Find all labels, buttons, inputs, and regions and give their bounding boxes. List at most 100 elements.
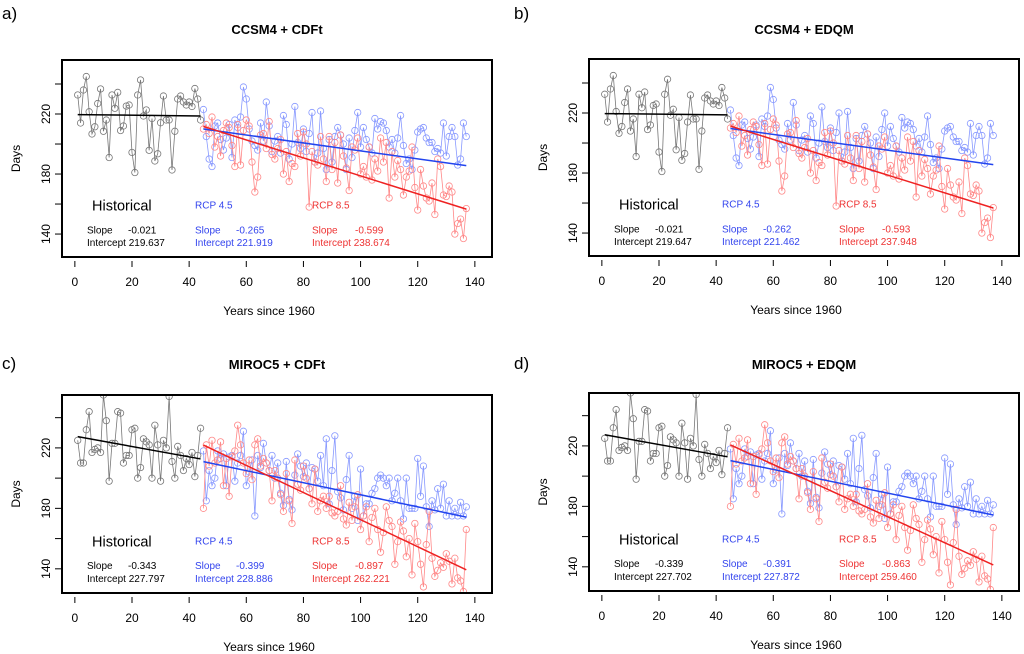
slope-value-rcp85: -0.599 [355,225,384,236]
plot-box [61,59,493,258]
data-point-rcp-8-5 [955,178,963,186]
data-point-historical [119,122,128,130]
data-point-rcp-8-5 [254,435,262,443]
data-point-rcp-8-5 [225,492,233,500]
data-point-historical [196,424,205,432]
data-point-historical [666,111,675,119]
data-point-rcp-4-5 [883,142,892,150]
y-tick-label: 140 [39,224,53,244]
data-point-historical [111,104,119,112]
data-point-rcp-4-5 [943,490,952,498]
data-point-historical [672,439,680,447]
data-point-rcp-8-5 [901,166,909,174]
data-point-rcp-8-5 [262,144,270,153]
data-point-rcp-8-5 [806,505,815,513]
data-point-rcp-8-5 [912,514,920,523]
data-point-rcp-8-5 [795,495,803,503]
panel-letter: d) [514,354,530,373]
data-point-rcp-4-5 [208,162,216,171]
data-point-rcp-8-5 [251,188,259,196]
data-point-rcp-8-5 [872,496,880,504]
data-point-rcp-4-5 [763,449,772,458]
data-point-rcp-8-5 [781,172,789,180]
data-point-rcp-4-5 [806,112,815,120]
data-point-rcp-4-5 [396,111,405,120]
data-point-rcp-8-5 [895,511,903,520]
data-point-rcp-4-5 [989,501,997,509]
panel-b: b) CCSM4 + EDQM 140 180 220 0 20 40 60 80 100 120… [512,0,1024,327]
data-point-historical [698,127,706,135]
data-point-rcp-4-5 [809,455,817,464]
data-point-rcp-8-5 [365,538,373,546]
data-point-rcp-8-5 [938,517,946,526]
data-point-rcp-4-5 [296,144,305,153]
data-point-rcp-8-5 [396,165,405,174]
data-point-rcp-8-5 [245,122,253,130]
data-point-rcp-8-5 [431,210,439,219]
data-point-rcp-8-5 [821,478,829,486]
data-point-historical [703,91,712,99]
x-tick-label: 100 [878,274,898,288]
x-tick-label: 0 [72,611,79,625]
slope-value-rcp45: -0.265 [236,225,265,236]
data-point-rcp-8-5 [428,554,436,562]
data-point-rcp-8-5 [305,203,313,211]
data-point-rcp-4-5 [314,149,322,157]
data-point-rcp-8-5 [969,191,977,200]
data-point-historical [669,105,677,113]
data-point-rcp-8-5 [319,155,328,163]
label-historical: Historical [92,534,152,550]
label-historical: Historical [619,532,679,548]
slope-label-historical: Slope [87,225,113,236]
data-point-rcp-8-5 [445,557,453,565]
x-tick-label: 80 [824,609,838,623]
data-point-rcp-8-5 [448,188,456,196]
data-point-rcp-8-5 [898,154,906,162]
data-point-rcp-8-5 [276,491,285,499]
data-point-rcp-8-5 [442,550,450,558]
x-tick-label: 140 [992,274,1012,288]
data-point-rcp-8-5 [969,548,977,556]
data-point-rcp-8-5 [958,209,966,218]
data-point-rcp-4-5 [456,498,465,506]
data-point-rcp-8-5 [208,436,216,444]
slope-label-rcp85: Slope [312,225,338,236]
data-point-historical [151,157,159,165]
data-point-historical [649,449,657,458]
data-point-historical [174,442,182,450]
data-point-rcp-8-5 [766,125,775,134]
data-point-rcp-8-5 [339,152,348,160]
intercept-historical: Intercept 227.797 [87,574,165,585]
data-point-rcp-4-5 [259,439,268,447]
data-point-rcp-4-5 [385,474,393,482]
intercept-historical: Intercept 219.647 [614,237,692,248]
data-point-rcp-4-5 [205,466,213,475]
trend-line-rcp85 [730,125,994,209]
intercept-rcp45: Intercept 228.886 [195,574,273,585]
slope-label-rcp45: Slope [195,561,221,572]
data-point-historical [603,457,612,465]
data-point-rcp-4-5 [348,153,356,162]
data-point-rcp-4-5 [761,457,769,465]
data-point-rcp-8-5 [219,126,228,135]
data-point-rcp-4-5 [912,472,920,480]
data-point-rcp-4-5 [334,123,342,132]
data-point-rcp-4-5 [328,466,336,475]
data-point-historical [125,101,133,109]
data-point-rcp-8-5 [975,187,983,195]
data-point-rcp-4-5 [399,141,408,150]
data-point-rcp-8-5 [746,480,755,488]
data-point-historical [179,466,188,475]
data-point-rcp-8-5 [735,112,743,120]
data-point-rcp-4-5 [821,448,829,456]
data-point-rcp-8-5 [855,164,863,173]
data-point-rcp-8-5 [414,538,422,546]
y-axis-title: Days [9,480,23,507]
data-point-historical [629,115,637,123]
data-point-rcp-8-5 [818,161,826,170]
data-point-rcp-4-5 [394,134,402,142]
data-point-rcp-4-5 [322,435,330,443]
data-point-rcp-8-5 [858,137,866,146]
data-point-rcp-4-5 [849,164,857,173]
data-point-rcp-8-5 [345,186,353,195]
